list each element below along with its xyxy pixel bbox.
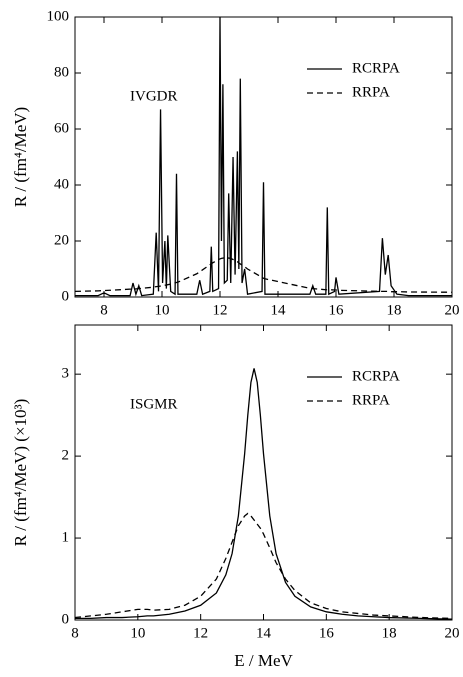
y-tick-label: 0 [62, 611, 70, 627]
x-tick-label: 20 [445, 625, 460, 641]
plot-frame [74, 16, 453, 298]
x-tick-label: 10 [130, 625, 145, 641]
y-tick-label: 40 [54, 176, 69, 192]
x-tick-label: 12 [213, 302, 228, 318]
y-tick-label: 0 [62, 288, 70, 304]
x-tick-label: 12 [193, 625, 208, 641]
series-line [75, 17, 452, 297]
x-tick-label: 20 [445, 302, 460, 318]
y-tick-label: 1 [62, 529, 70, 545]
series-line [75, 512, 452, 620]
x-tick-label: 16 [319, 625, 335, 641]
x-tick-label: 10 [155, 302, 170, 318]
series-line [75, 368, 452, 620]
x-tick-label: 16 [329, 302, 345, 318]
series-line [75, 257, 452, 293]
y-tick-label: 60 [54, 120, 69, 136]
y-axis-label: R / (fm⁴/MeV) [11, 107, 30, 207]
annotation: IVGDR [130, 88, 178, 104]
y-tick-label: 100 [47, 8, 70, 24]
legend-label: RRPA [352, 392, 390, 408]
annotation: ISGMR [130, 396, 178, 412]
x-tick-label: 14 [271, 302, 287, 318]
legend-label: RRPA [352, 84, 390, 100]
y-tick-label: 20 [54, 232, 69, 248]
legend-label: RCRPA [352, 368, 400, 384]
y-tick-label: 80 [54, 64, 69, 80]
y-axis-label: R / (fm⁴/MeV) (×10³) [11, 399, 30, 547]
x-tick-label: 18 [387, 302, 402, 318]
x-axis-label: E / MeV [234, 651, 293, 670]
y-tick-label: 3 [62, 366, 70, 382]
x-tick-label: 18 [382, 625, 397, 641]
x-tick-label: 8 [71, 625, 79, 641]
legend-label: RCRPA [352, 60, 400, 76]
x-tick-label: 8 [100, 302, 108, 318]
x-tick-label: 14 [256, 625, 272, 641]
y-tick-label: 2 [62, 448, 70, 464]
